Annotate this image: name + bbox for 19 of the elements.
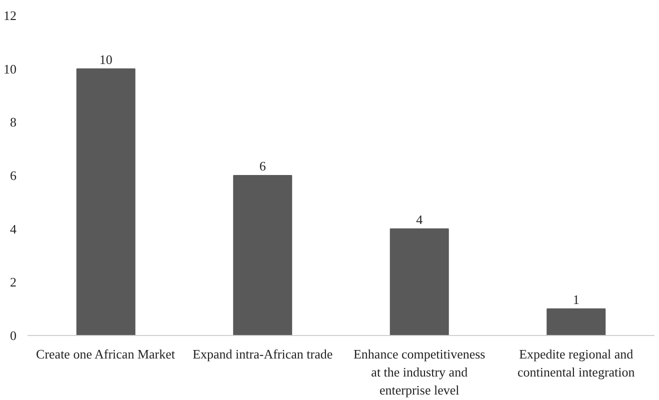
x-tick-label: Enhance competitiveness at the industry and enterprise level [353,346,486,398]
x-tick-label: Expedite regional and continental integration [517,346,636,380]
y-tick-label: 6 [10,168,17,183]
y-tick-label: 0 [10,328,16,343]
data-label: 1 [572,292,580,307]
bar [76,68,136,336]
y-tick-label: 2 [10,274,16,290]
y-tick-label: 12 [4,8,16,23]
data-label: 6 [259,158,266,174]
y-tick-label: 8 [10,114,16,130]
x-tick-label: Expand intra-African trade [192,346,333,362]
bar [546,308,606,336]
bar [390,228,449,336]
y-tick-label: 4 [10,221,17,236]
x-tick-label: Create one African Market [36,346,176,362]
data-label: 4 [416,212,424,227]
bar [233,175,292,336]
data-label: 10 [99,52,112,67]
y-tick-label: 10 [4,61,16,76]
